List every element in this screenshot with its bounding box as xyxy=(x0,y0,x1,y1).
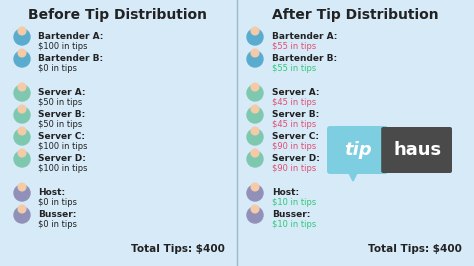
Text: Bartender A:: Bartender A: xyxy=(38,32,103,41)
Text: $50 in tips: $50 in tips xyxy=(38,120,82,129)
Text: Host:: Host: xyxy=(38,188,65,197)
Text: Bartender B:: Bartender B: xyxy=(38,54,103,63)
Circle shape xyxy=(251,183,259,191)
Text: $45 in tips: $45 in tips xyxy=(272,120,316,129)
Text: Server A:: Server A: xyxy=(38,88,85,97)
Circle shape xyxy=(18,127,26,135)
Circle shape xyxy=(251,83,259,91)
Circle shape xyxy=(247,107,263,123)
Text: $100 in tips: $100 in tips xyxy=(38,164,88,173)
Text: $100 in tips: $100 in tips xyxy=(38,42,88,51)
Text: $45 in tips: $45 in tips xyxy=(272,98,316,107)
Circle shape xyxy=(247,51,263,67)
Circle shape xyxy=(251,105,259,113)
Circle shape xyxy=(247,207,263,223)
Circle shape xyxy=(247,185,263,201)
Circle shape xyxy=(251,205,259,213)
Circle shape xyxy=(14,29,30,45)
Text: $90 in tips: $90 in tips xyxy=(272,142,316,151)
Text: Server C:: Server C: xyxy=(272,132,319,141)
Text: $55 in tips: $55 in tips xyxy=(272,64,316,73)
Circle shape xyxy=(14,185,30,201)
Text: $55 in tips: $55 in tips xyxy=(272,42,316,51)
Circle shape xyxy=(18,105,26,113)
Circle shape xyxy=(18,49,26,57)
Text: $0 in tips: $0 in tips xyxy=(38,220,77,229)
FancyBboxPatch shape xyxy=(381,127,452,173)
Circle shape xyxy=(18,149,26,157)
Text: Before Tip Distribution: Before Tip Distribution xyxy=(28,8,208,22)
Circle shape xyxy=(251,127,259,135)
Circle shape xyxy=(247,151,263,167)
Text: $0 in tips: $0 in tips xyxy=(38,64,77,73)
Circle shape xyxy=(18,183,26,191)
Text: $100 in tips: $100 in tips xyxy=(38,142,88,151)
Text: Bartender B:: Bartender B: xyxy=(272,54,337,63)
Text: $0 in tips: $0 in tips xyxy=(38,198,77,207)
Text: Server A:: Server A: xyxy=(272,88,319,97)
Text: Total Tips: $400: Total Tips: $400 xyxy=(368,244,462,254)
Circle shape xyxy=(251,49,259,57)
Circle shape xyxy=(251,27,259,35)
Text: $50 in tips: $50 in tips xyxy=(38,98,82,107)
Circle shape xyxy=(247,85,263,101)
Text: haus: haus xyxy=(393,141,442,159)
Text: Host:: Host: xyxy=(272,188,299,197)
Circle shape xyxy=(251,149,259,157)
Circle shape xyxy=(14,207,30,223)
Text: Busser:: Busser: xyxy=(38,210,76,219)
Circle shape xyxy=(247,29,263,45)
Text: Bartender A:: Bartender A: xyxy=(272,32,337,41)
Text: After Tip Distribution: After Tip Distribution xyxy=(272,8,438,22)
Text: $90 in tips: $90 in tips xyxy=(272,164,316,173)
Polygon shape xyxy=(348,171,358,181)
Text: Server D:: Server D: xyxy=(272,154,320,163)
Circle shape xyxy=(247,129,263,145)
FancyBboxPatch shape xyxy=(327,126,388,174)
Text: Busser:: Busser: xyxy=(272,210,310,219)
Text: $10 in tips: $10 in tips xyxy=(272,198,316,207)
Text: Server D:: Server D: xyxy=(38,154,86,163)
Text: tip: tip xyxy=(344,141,372,159)
Text: Server C:: Server C: xyxy=(38,132,85,141)
Circle shape xyxy=(18,83,26,91)
Circle shape xyxy=(14,129,30,145)
Text: Total Tips: $400: Total Tips: $400 xyxy=(131,244,225,254)
Text: Server B:: Server B: xyxy=(38,110,85,119)
Circle shape xyxy=(18,205,26,213)
Circle shape xyxy=(14,151,30,167)
Circle shape xyxy=(14,107,30,123)
Circle shape xyxy=(14,51,30,67)
Text: Server B:: Server B: xyxy=(272,110,319,119)
Text: $10 in tips: $10 in tips xyxy=(272,220,316,229)
Circle shape xyxy=(18,27,26,35)
Circle shape xyxy=(14,85,30,101)
